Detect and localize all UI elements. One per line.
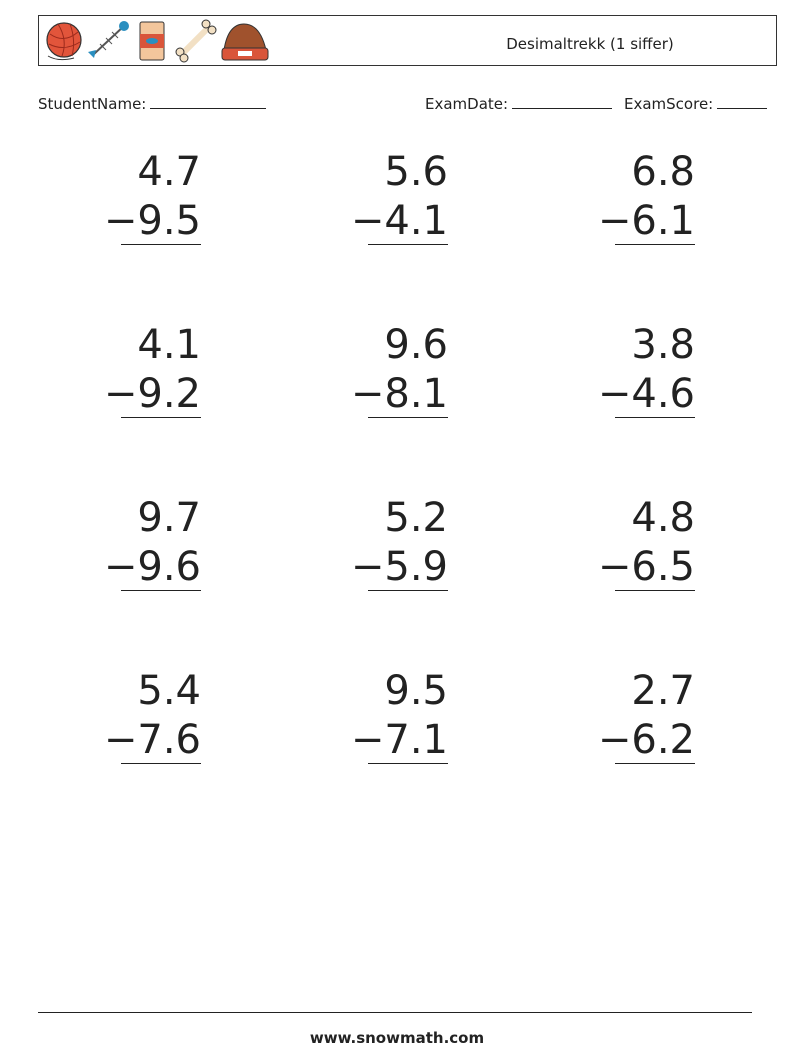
- subtrahend: −5.9: [350, 544, 448, 590]
- field-label: StudentName:: [38, 95, 147, 113]
- answer-line: [368, 244, 448, 245]
- answer-line: [121, 244, 201, 245]
- field-label: ExamScore:: [624, 95, 714, 113]
- answer-line: [121, 763, 201, 764]
- minuend: 9.5: [384, 668, 448, 714]
- subtrahend: −9.5: [103, 198, 201, 244]
- fish-bone-icon: [88, 21, 129, 58]
- footer-text: www.snowmath.com: [309, 1029, 485, 1047]
- minuend: 5.4: [137, 668, 201, 714]
- worksheet-title: Desimaltrekk (1 siffer): [506, 35, 674, 53]
- answer-line: [121, 417, 201, 418]
- minuend: 2.7: [631, 668, 695, 714]
- bone-icon: [175, 19, 217, 63]
- blank-line: [717, 93, 768, 109]
- blank-line: [512, 93, 613, 109]
- minuend: 4.8: [631, 495, 695, 541]
- answer-line: [121, 590, 201, 591]
- answer-line: [615, 763, 695, 764]
- subtrahend: −6.5: [597, 544, 695, 590]
- answer-line: [368, 417, 448, 418]
- minuend: 9.6: [384, 322, 448, 368]
- subtrahend: −4.6: [597, 371, 695, 417]
- pet-food-bowl-icon: [221, 23, 269, 61]
- blank-line: [150, 93, 267, 109]
- subtrahend: −7.1: [350, 717, 448, 763]
- subtrahend: −8.1: [350, 371, 448, 417]
- footer-rule: [38, 1012, 752, 1013]
- subtrahend: −6.2: [597, 717, 695, 763]
- subtrahend: −7.6: [103, 717, 201, 763]
- answer-line: [368, 763, 448, 764]
- exam-date-field: ExamDate:: [425, 93, 613, 113]
- minuend: 9.7: [137, 495, 201, 541]
- subtrahend: −6.1: [597, 198, 695, 244]
- answer-line: [615, 417, 695, 418]
- header-icons: [46, 19, 269, 63]
- answer-line: [615, 244, 695, 245]
- student-name-field: StudentName:: [38, 93, 267, 113]
- subtrahend: −9.2: [103, 371, 201, 417]
- minuend: 4.1: [137, 322, 201, 368]
- answer-line: [368, 590, 448, 591]
- field-label: ExamDate:: [425, 95, 509, 113]
- minuend: 5.2: [384, 495, 448, 541]
- header-box: [38, 15, 777, 66]
- exam-score-field: ExamScore:: [624, 93, 768, 113]
- fish-food-icon: [139, 21, 165, 61]
- subtrahend: −4.1: [350, 198, 448, 244]
- minuend: 3.8: [631, 322, 695, 368]
- answer-line: [615, 590, 695, 591]
- minuend: 4.7: [137, 149, 201, 195]
- yarn-ball-icon: [46, 22, 82, 61]
- minuend: 6.8: [631, 149, 695, 195]
- minuend: 5.6: [384, 149, 448, 195]
- subtrahend: −9.6: [103, 544, 201, 590]
